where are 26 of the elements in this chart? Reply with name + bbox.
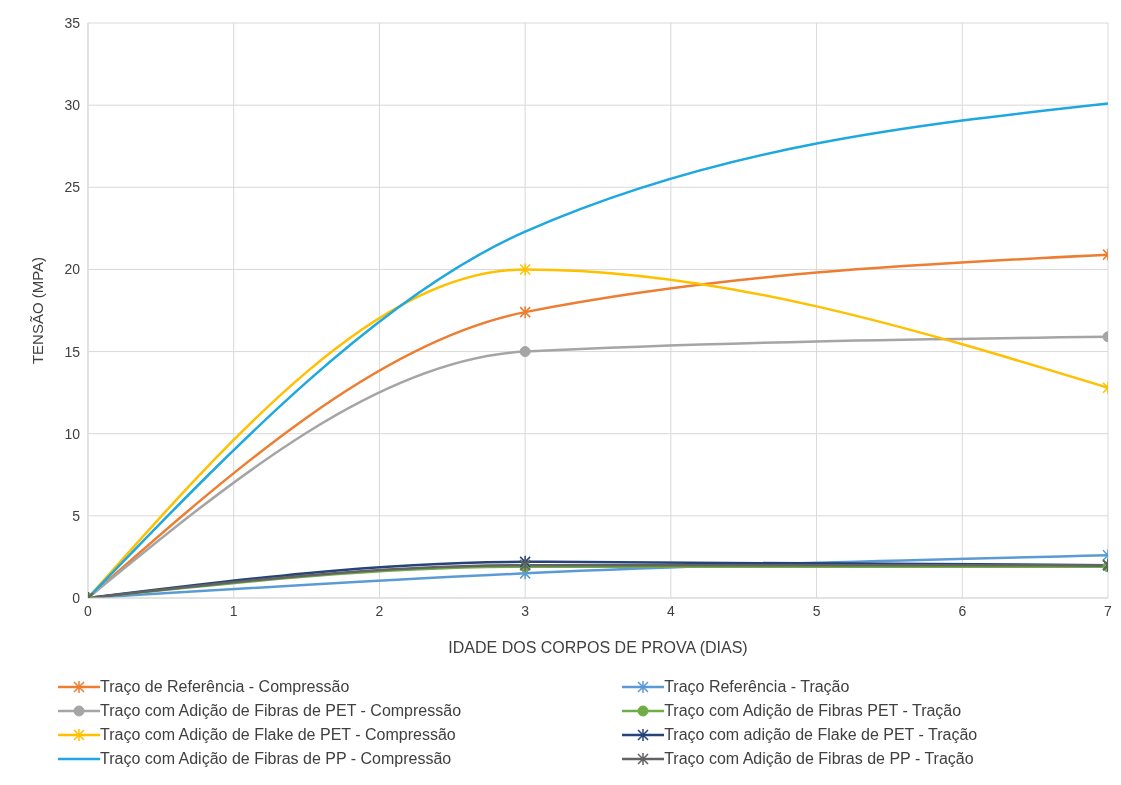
x-tick-label: 2 — [375, 602, 384, 619]
x-tick-label: 4 — [666, 602, 675, 619]
x-tick-label: 7 — [1104, 602, 1113, 619]
y-axis-title: TENSÃO (MPA) — [29, 256, 47, 365]
y-tick-label: 20 — [64, 261, 81, 278]
y-tick-label: 5 — [72, 507, 81, 524]
y-tick-label: 10 — [64, 425, 81, 442]
y-tick-label: 35 — [64, 14, 81, 31]
legend-label: Traço com adição de Flake de PET - Tração — [664, 726, 978, 744]
x-axis-title: IDADE DOS CORPOS DE PROVA (DIAS) — [448, 639, 748, 656]
legend-label: Traço Referência - Tração — [664, 678, 850, 696]
legend-label: Traço com Adição de Fibras de PET - Compressão — [100, 702, 462, 720]
legend-label: Traço com Adição de Fibras de PP - Compressão — [100, 750, 452, 768]
x-tick-label: 1 — [229, 602, 238, 619]
y-tick-label: 15 — [64, 343, 81, 360]
legend-label: Traço de Referência - Compressão — [100, 678, 350, 696]
x-tick-label: 0 — [84, 602, 93, 619]
y-tick-label: 0 — [72, 589, 81, 606]
y-tick-label: 25 — [64, 179, 81, 196]
x-tick-label: 6 — [958, 602, 967, 619]
x-tick-label: 5 — [812, 602, 821, 619]
legend-label: Traço com Adição de Fibras de PP - Tração — [664, 750, 974, 768]
legend-label: Traço com Adição de Fibras PET - Tração — [664, 702, 962, 720]
x-tick-label: 3 — [521, 602, 530, 619]
y-tick-label: 30 — [64, 97, 81, 114]
legend-label: Traço com Adição de Flake de PET - Compressão — [100, 726, 456, 744]
